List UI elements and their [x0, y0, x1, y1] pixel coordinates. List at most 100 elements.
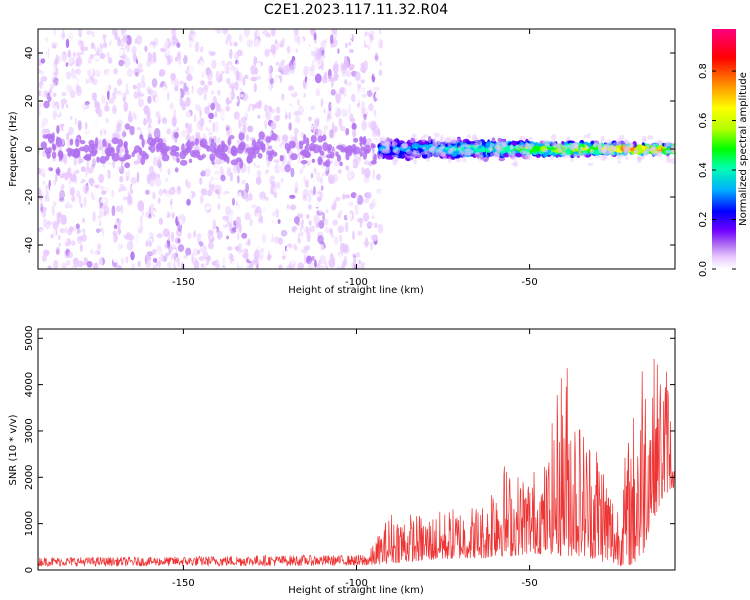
heatmap-cell — [570, 157, 574, 163]
heatmap-cell — [93, 37, 99, 48]
heatmap-cell — [361, 167, 365, 176]
heatmap-cell — [120, 257, 125, 265]
heatmap-cell — [239, 159, 244, 169]
heatmap-cell — [38, 51, 42, 58]
heatmap-cell — [194, 235, 198, 244]
heatmap-cell — [280, 49, 284, 57]
heatmap-cell — [355, 179, 360, 188]
heatmap-cell — [257, 195, 261, 205]
heatmap-cell — [449, 146, 456, 152]
heatmap-cell — [359, 137, 367, 145]
heatmap-cell — [645, 148, 651, 153]
heatmap-cell — [328, 237, 332, 247]
heatmap-cell — [210, 143, 214, 148]
heatmap-cell — [129, 125, 135, 136]
heatmap-cell — [78, 194, 82, 205]
heatmap-cell — [229, 64, 235, 71]
heatmap-cell — [157, 154, 162, 164]
heatmap-cell — [308, 116, 312, 122]
heatmap-cell — [186, 254, 191, 265]
heatmap-cell — [156, 173, 161, 179]
heatmap-cell — [352, 128, 356, 138]
heatmap-cell — [241, 116, 247, 123]
heatmap-cell — [299, 53, 303, 59]
heatmap-cell — [307, 204, 312, 210]
heatmap-cell — [96, 217, 101, 226]
heatmap-cell — [51, 75, 55, 83]
heatmap-cell — [328, 179, 335, 185]
heatmap-cell — [83, 241, 86, 247]
heatmap-cell — [89, 53, 94, 60]
heatmap-cell — [179, 36, 183, 42]
heatmap-cell — [210, 102, 215, 111]
heatmap-cell — [78, 33, 82, 38]
heatmap-cell — [337, 225, 345, 234]
heatmap-cell — [431, 151, 439, 158]
heatmap-cell — [197, 94, 201, 101]
heatmap-cell — [186, 74, 193, 82]
heatmap-cell — [167, 243, 171, 249]
heatmap-cell — [44, 169, 51, 177]
heatmap-cell — [153, 127, 161, 139]
heatmap-cell — [206, 202, 213, 210]
heatmap-cell — [215, 70, 220, 81]
heatmap-cell — [329, 228, 332, 236]
heatmap-cell — [243, 101, 247, 111]
heatmap-cell — [339, 125, 346, 131]
heatmap-cell — [327, 86, 333, 91]
heatmap-cell — [323, 248, 328, 253]
heatmap-cell — [188, 39, 193, 50]
heatmap-cell — [300, 122, 305, 129]
heatmap-cell — [39, 221, 43, 229]
heatmap-cell — [220, 81, 225, 93]
heatmap-cell — [365, 259, 372, 267]
heatmap-cell — [113, 87, 118, 94]
heatmap-cell — [73, 51, 76, 58]
heatmap-cell — [113, 255, 119, 263]
heatmap-cell — [58, 242, 62, 248]
heatmap-cell — [123, 234, 131, 240]
heatmap-cell — [199, 165, 202, 173]
heatmap-cell — [145, 253, 150, 260]
heatmap-cell — [371, 193, 375, 199]
heatmap-cell — [323, 124, 328, 131]
heatmap-cell — [306, 194, 310, 204]
heatmap-cell — [297, 238, 301, 244]
heatmap-cell — [126, 68, 133, 77]
heatmap-cell — [165, 49, 170, 55]
heatmap-cell — [364, 35, 371, 46]
heatmap-cell — [420, 151, 428, 155]
heatmap-cell — [172, 253, 176, 259]
heatmap-cell — [291, 104, 297, 111]
heatmap-cell — [314, 59, 318, 67]
heatmap-cell — [357, 230, 363, 236]
heatmap-cell — [257, 138, 261, 144]
heatmap-cell — [229, 90, 235, 101]
heatmap-cell — [81, 210, 88, 215]
heatmap-cell — [196, 249, 201, 255]
heatmap-cell — [322, 74, 328, 85]
heatmap-cell — [149, 203, 155, 210]
heatmap-cell — [215, 29, 222, 34]
heatmap-cell — [294, 181, 299, 192]
heatmap-cell — [337, 169, 342, 174]
heatmap-cell — [160, 47, 167, 53]
heatmap-cell — [346, 212, 352, 221]
heatmap-cell — [101, 95, 106, 104]
heatmap-cell — [216, 103, 222, 112]
heatmap-cell — [290, 257, 296, 264]
heatmap-cell — [121, 186, 128, 191]
heatmap-cell — [374, 104, 380, 112]
heatmap-cell — [126, 184, 133, 196]
heatmap-cell — [113, 107, 117, 113]
heatmap-cell — [266, 210, 270, 216]
heatmap-cell — [87, 68, 90, 77]
heatmap-cell — [198, 256, 205, 261]
heatmap-cell — [278, 62, 284, 71]
heatmap-cell — [330, 89, 336, 96]
heatmap-cell — [152, 264, 156, 269]
heatmap-cell — [340, 64, 347, 74]
heatmap-cell — [363, 160, 370, 166]
heatmap-cell — [317, 235, 324, 244]
